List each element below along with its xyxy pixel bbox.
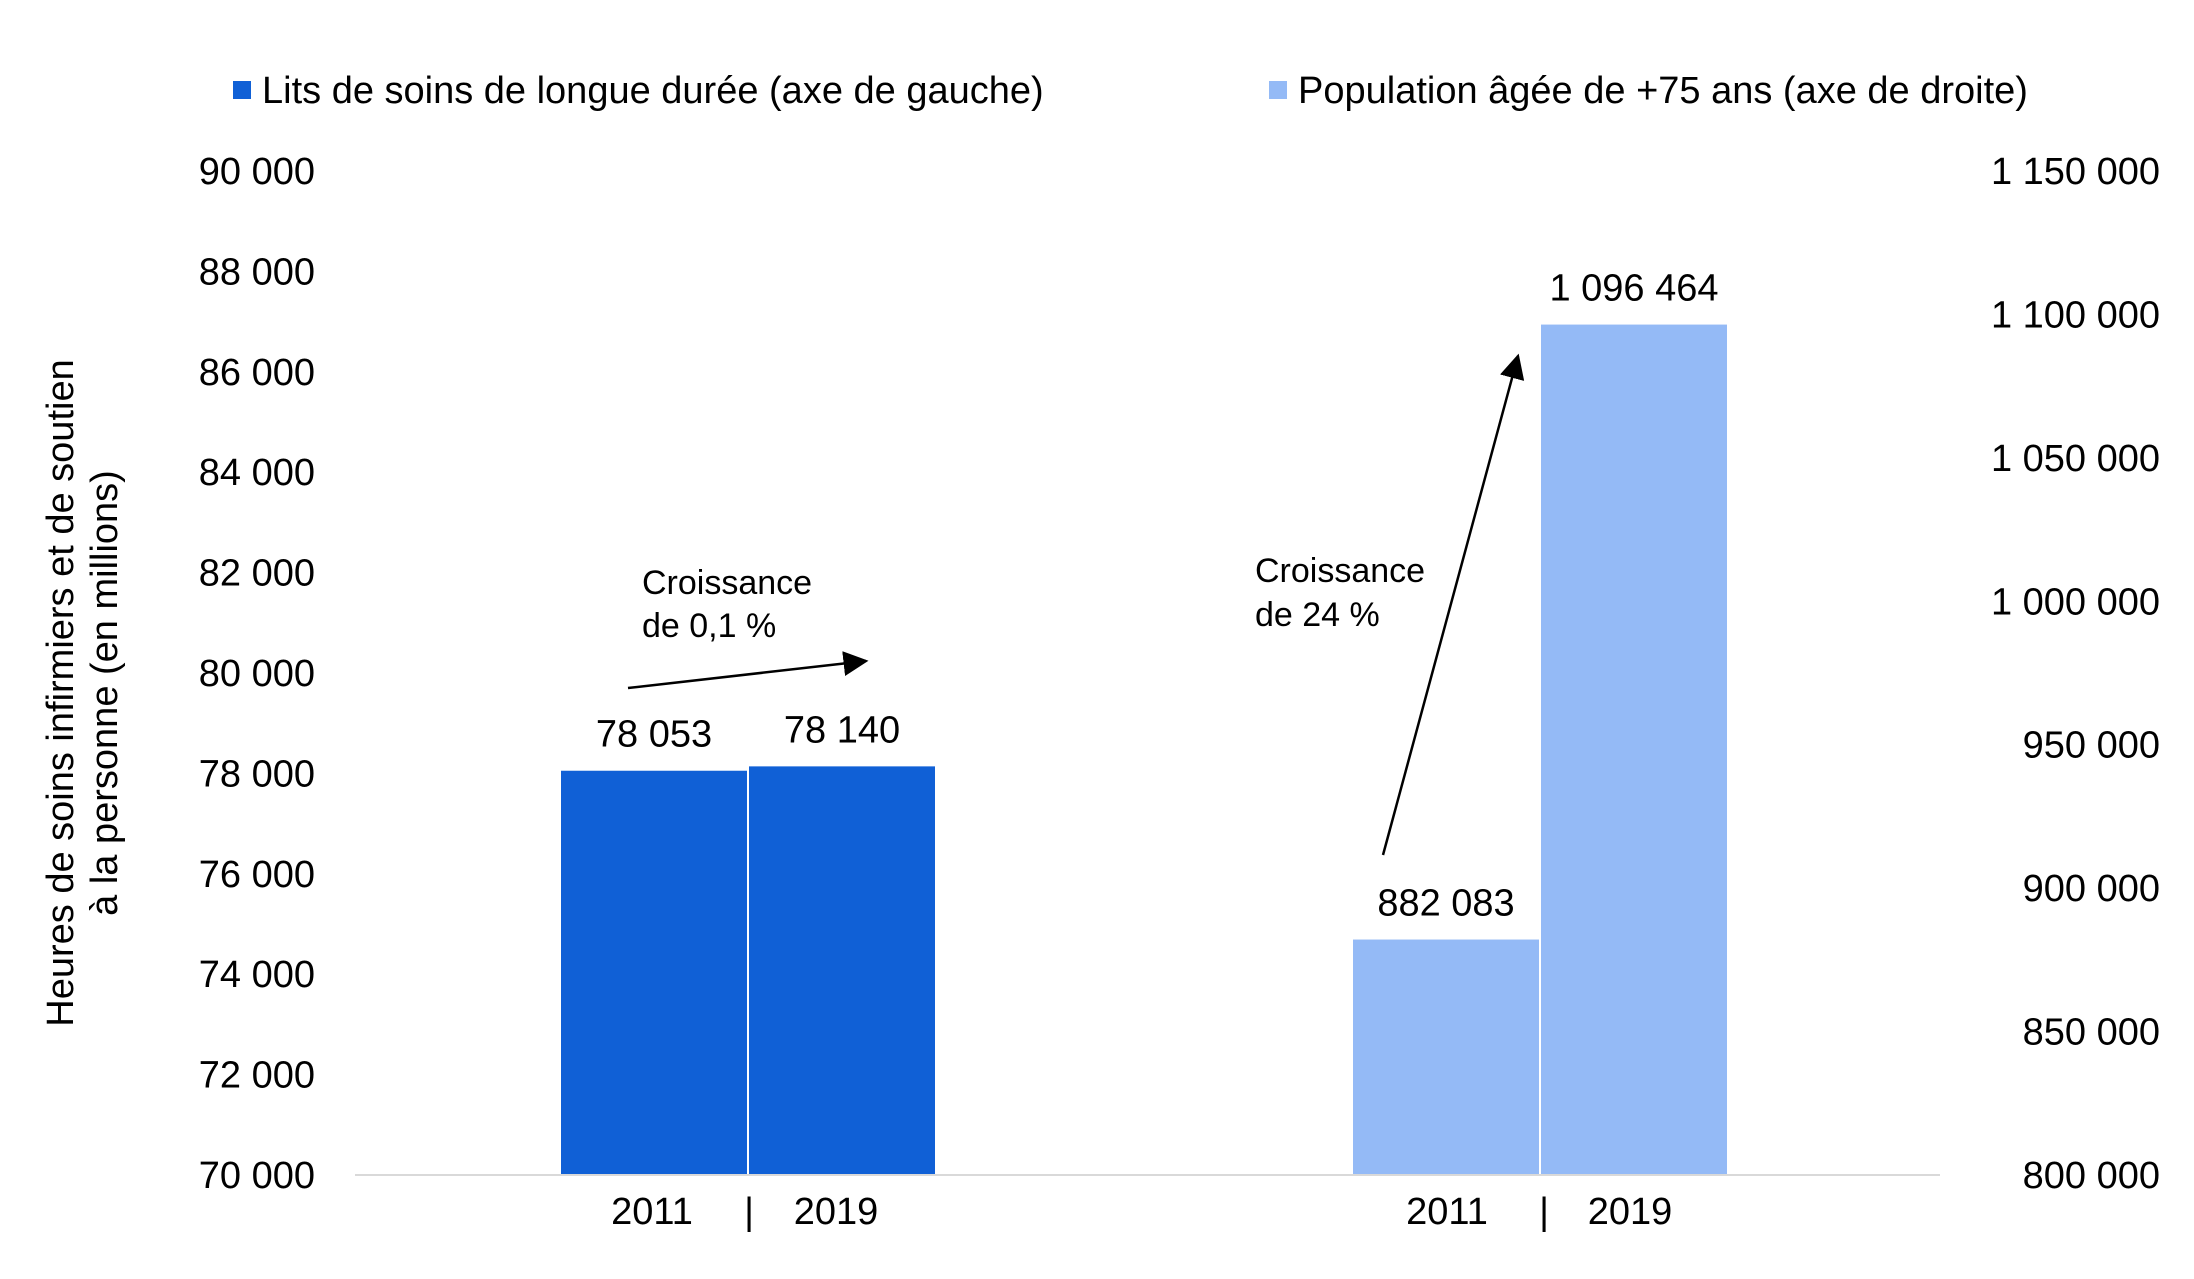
y-axis-left-ticks: 90 000 88 000 86 000 84 000 82 000 80 000 78 0… — [199, 151, 315, 1197]
x-label-group2-2019: 2019 — [1588, 1191, 1673, 1233]
annotation-group1-line-1: Croissance — [642, 564, 812, 602]
x-label-group1-2011: 2011 — [611, 1191, 693, 1233]
y-left-tick-label: 86 000 — [199, 352, 315, 394]
y-left-tick-label: 82 000 — [199, 553, 315, 595]
data-label-population-75-2019: 1 096 464 — [1549, 268, 1718, 310]
y-left-tick-label: 70 000 — [199, 1155, 315, 1197]
y-right-tick-label: 1 100 000 — [1991, 294, 2160, 336]
y-right-tick-label: 1 050 000 — [1991, 438, 2160, 480]
bar-long-term-beds-2019 — [749, 766, 935, 1175]
y-right-tick-label: 900 000 — [2023, 868, 2160, 910]
data-label-long-term-beds-2011: 78 053 — [596, 714, 712, 756]
annotation-group2-line-1: Croissance — [1255, 552, 1425, 590]
x-label-group2-separator: | — [1539, 1191, 1549, 1233]
legend-swatch-population-75 — [1269, 81, 1287, 99]
legend: Lits de soins de longue durée (axe de ga… — [233, 70, 2028, 112]
annotation-group1-arrow — [627, 651, 869, 690]
y-left-tick-label: 78 000 — [199, 753, 315, 795]
y-right-tick-label: 800 000 — [2023, 1155, 2160, 1197]
bar-population-75-2011 — [1353, 939, 1539, 1175]
bar-population-75-2019 — [1541, 324, 1727, 1175]
y-right-tick-label: 950 000 — [2023, 725, 2160, 767]
y-left-tick-label: 88 000 — [199, 251, 315, 293]
annotation-group2-arrow — [1381, 353, 1525, 856]
annotation-group1: Croissance de 0,1 % — [627, 564, 869, 690]
legend-label-long-term-beds: Lits de soins de longue durée (axe de ga… — [262, 70, 1044, 112]
y-axis-left-title-line-2: à la personne (en millions) — [84, 470, 126, 916]
x-label-group1-separator: | — [744, 1191, 754, 1233]
data-label-long-term-beds-2019: 78 140 — [784, 709, 900, 751]
bar-long-term-beds-2011 — [561, 770, 747, 1175]
y-right-tick-label: 1 000 000 — [1991, 581, 2160, 623]
y-left-tick-label: 84 000 — [199, 452, 315, 494]
y-axis-right-ticks: 1 150 000 1 100 000 1 050 000 1 000 000 950 … — [1991, 151, 2160, 1197]
annotation-group2-line-2: de 24 % — [1255, 596, 1380, 634]
x-axis-labels: 2011 | 2019 2011 | 2019 — [611, 1191, 1672, 1233]
y-left-tick-label: 90 000 — [199, 151, 315, 193]
y-right-tick-label: 850 000 — [2023, 1012, 2160, 1054]
y-axis-left-title-line-1: Heures de soins infirmiers et de soutien — [40, 359, 82, 1026]
y-left-tick-label: 72 000 — [199, 1055, 315, 1097]
annotation-group2: Croissance de 24 % — [1255, 353, 1525, 856]
bars: 78 053 78 140 882 083 1 096 464 — [561, 268, 1727, 1175]
annotation-group1-line-2: de 0,1 % — [642, 607, 776, 645]
x-label-group2-2011: 2011 — [1406, 1191, 1488, 1233]
legend-swatch-long-term-beds — [233, 81, 251, 99]
y-right-tick-label: 1 150 000 — [1991, 151, 2160, 193]
y-left-tick-label: 80 000 — [199, 653, 315, 695]
legend-label-population-75: Population âgée de +75 ans (axe de droit… — [1298, 70, 2028, 112]
y-left-tick-label: 76 000 — [199, 854, 315, 896]
x-label-group1-2019: 2019 — [794, 1191, 879, 1233]
y-left-tick-label: 74 000 — [199, 954, 315, 996]
data-label-population-75-2011: 882 083 — [1377, 883, 1514, 925]
